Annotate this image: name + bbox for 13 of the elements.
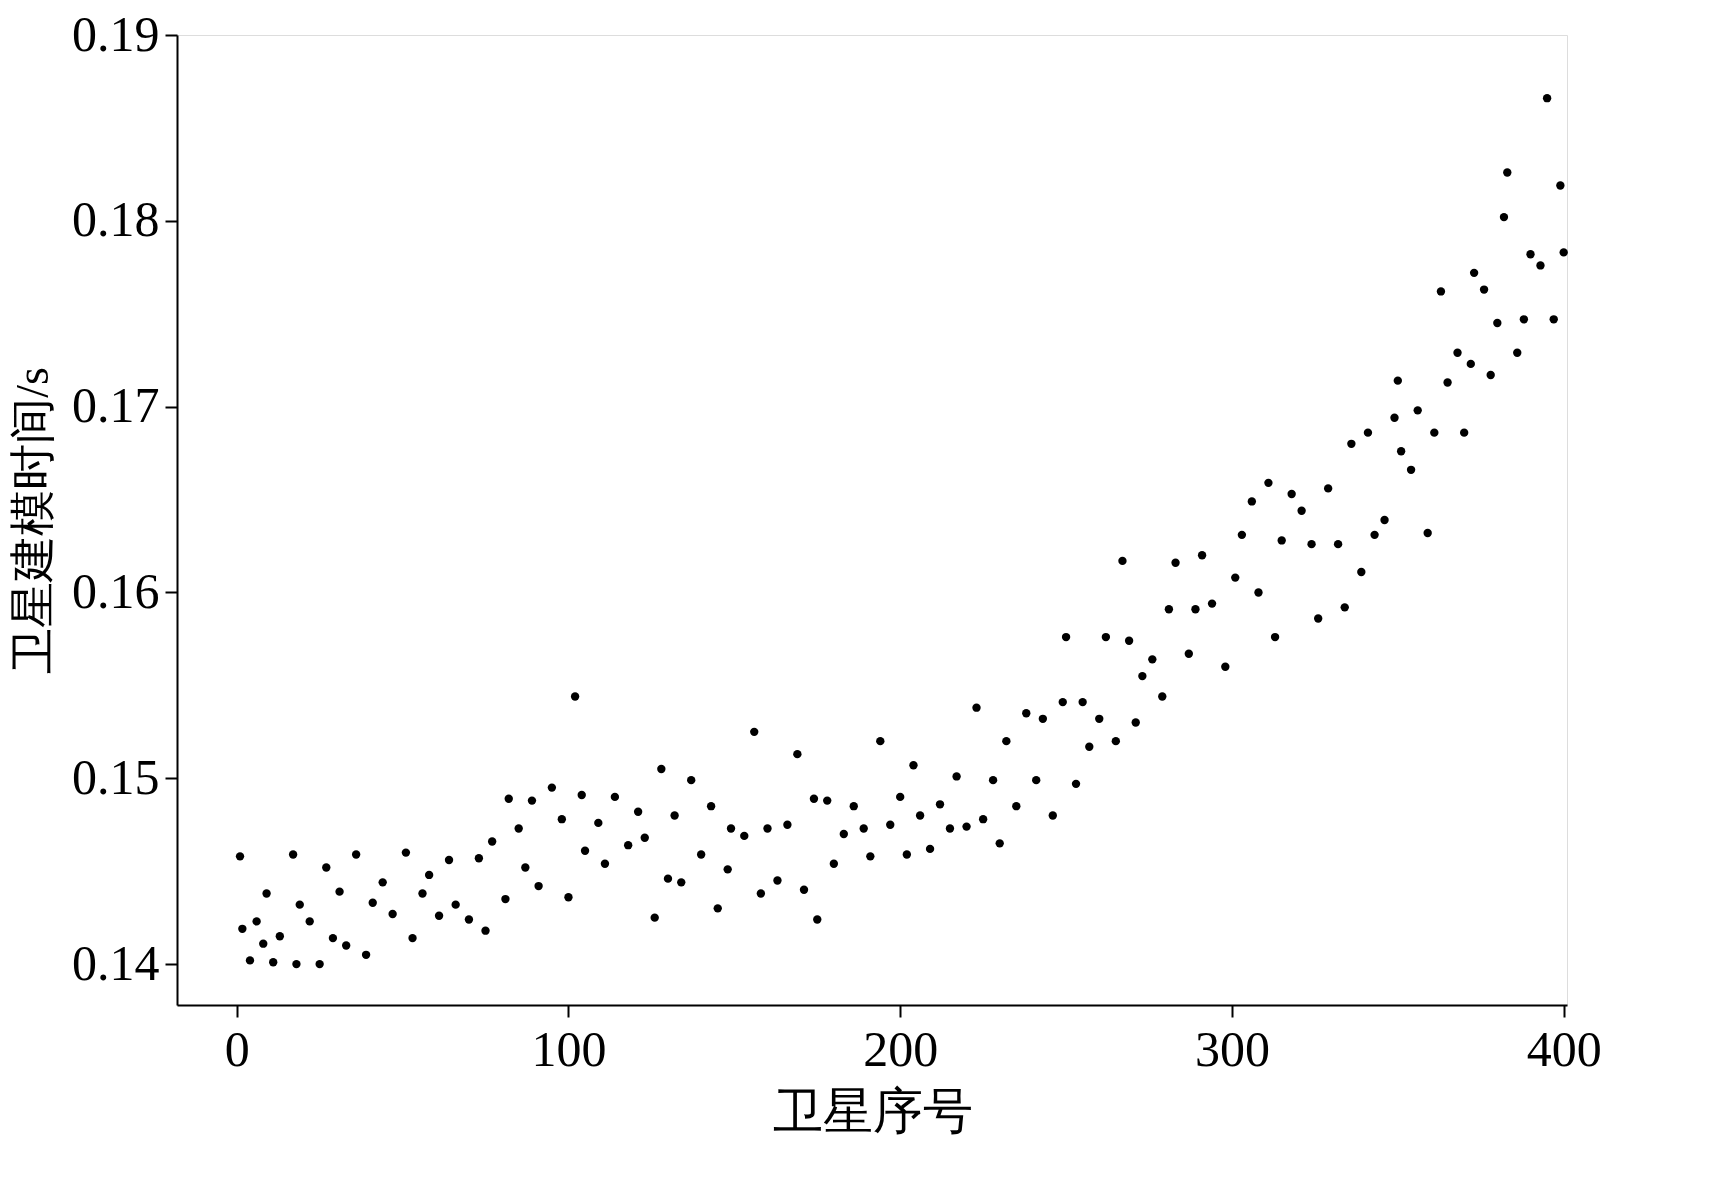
x-tick-label: 0 (224, 1020, 250, 1077)
y-tick-label: 0.16 (72, 562, 160, 619)
y-tick-label: 0.15 (72, 748, 160, 805)
y-tick-label: 0.18 (72, 191, 160, 248)
x-tick-label: 100 (531, 1020, 607, 1077)
x-tick-label: 400 (1526, 1020, 1602, 1077)
x-axis-title: 卫星序号 (772, 1082, 973, 1139)
y-tick-label: 0.14 (72, 934, 160, 991)
y-axis-title: 卫星建模时间/s (7, 367, 58, 674)
x-tick-label: 300 (1194, 1020, 1270, 1077)
y-tick-label: 0.19 (72, 5, 160, 62)
y-tick-label: 0.17 (72, 377, 160, 434)
x-tick-label: 200 (863, 1020, 939, 1077)
